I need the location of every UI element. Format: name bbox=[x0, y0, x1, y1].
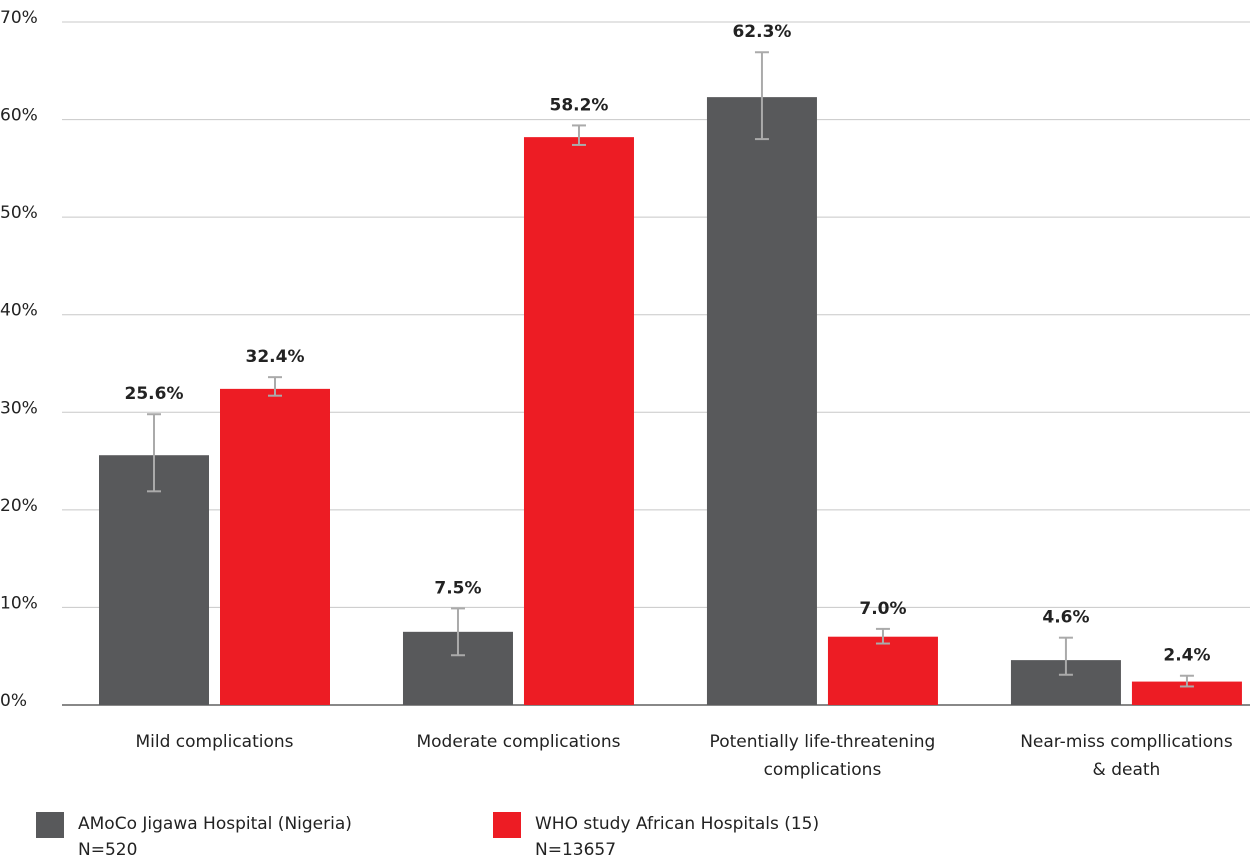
legend-swatch bbox=[493, 812, 521, 838]
bar bbox=[1131, 681, 1242, 705]
value-label: 62.3% bbox=[732, 22, 791, 42]
bar bbox=[706, 97, 817, 705]
value-label: 4.6% bbox=[1042, 608, 1089, 628]
y-tick-label: 0% bbox=[0, 691, 27, 711]
bar bbox=[523, 137, 634, 706]
x-tick-line: Near-miss compllications bbox=[1020, 732, 1233, 752]
value-label: 2.4% bbox=[1163, 646, 1210, 666]
x-tick-line: Mild complications bbox=[135, 732, 293, 752]
value-label: 7.0% bbox=[859, 599, 906, 619]
y-tick-label: 20% bbox=[0, 496, 38, 516]
x-tick-line: & death bbox=[1093, 760, 1161, 780]
y-tick-label: 70% bbox=[0, 8, 38, 28]
x-tick-line: Potentially life-threatening bbox=[710, 732, 936, 752]
x-tick-label: Mild complications bbox=[135, 732, 293, 752]
value-label: 25.6% bbox=[125, 384, 184, 404]
x-tick-label: Potentially life-threatening complication… bbox=[710, 732, 936, 780]
x-tick-line: complications bbox=[764, 760, 882, 780]
value-label: 58.2% bbox=[549, 95, 608, 115]
y-tick-label: 30% bbox=[0, 398, 38, 418]
legend-label: WHO study African Hospitals (15) bbox=[535, 814, 819, 834]
bar bbox=[220, 388, 330, 705]
y-tick-label: 40% bbox=[0, 301, 38, 321]
x-tick-label: Moderate complications bbox=[416, 732, 620, 752]
value-label: 32.4% bbox=[246, 347, 305, 367]
y-tick-label: 60% bbox=[0, 106, 38, 126]
legend-sample: N=520 bbox=[78, 840, 137, 858]
y-tick-label: 10% bbox=[0, 593, 38, 613]
x-tick-line: Moderate complications bbox=[416, 732, 620, 752]
y-tick-label: 50% bbox=[0, 203, 38, 223]
legend-sample: N=13657 bbox=[535, 840, 616, 858]
legend-label: AMoCo Jigawa Hospital (Nigeria) bbox=[78, 814, 352, 834]
bar bbox=[827, 636, 938, 705]
value-label: 7.5% bbox=[434, 578, 481, 598]
legend-swatch bbox=[36, 812, 64, 838]
x-tick-label: Near-miss compllications & death bbox=[1020, 732, 1233, 780]
bar bbox=[99, 455, 209, 705]
